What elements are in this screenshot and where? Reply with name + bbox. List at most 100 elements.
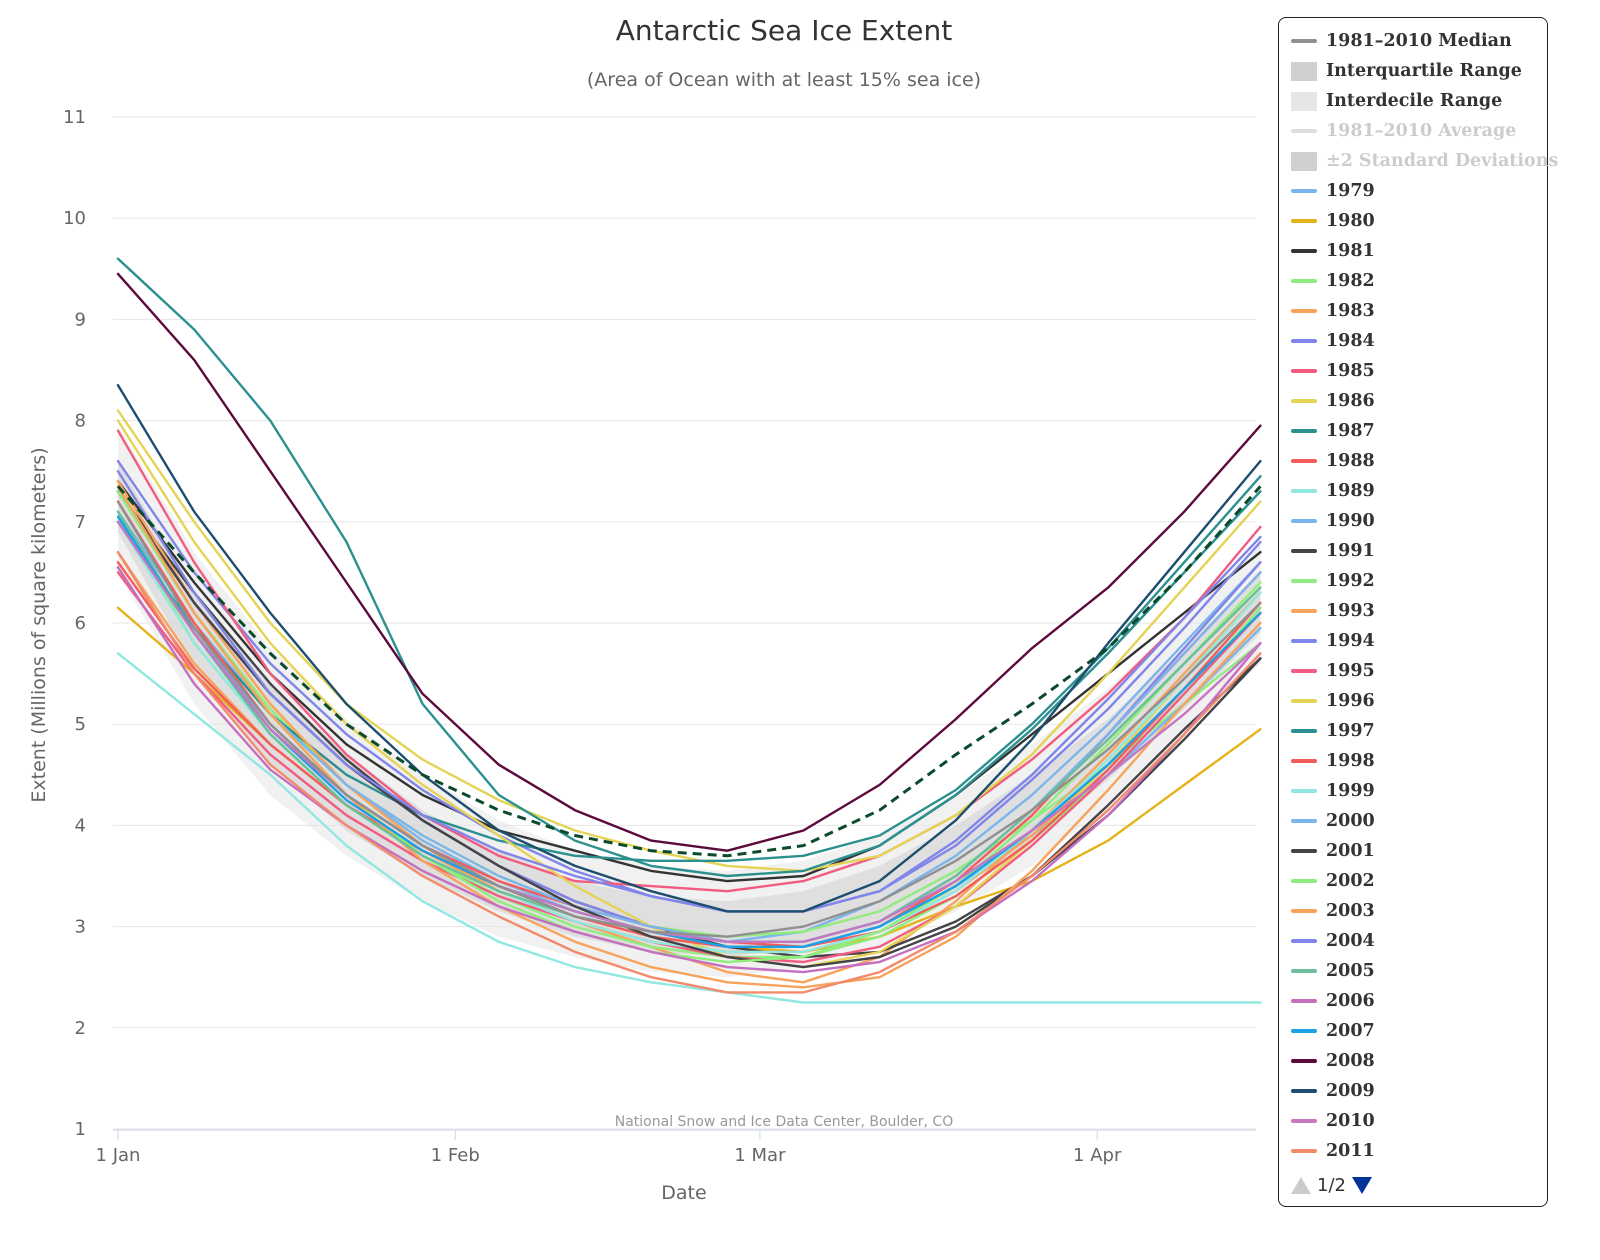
legend-item-1980[interactable]: 1980 — [1291, 206, 1547, 236]
x-axis-ticks: 1 Jan 1 Feb 1 Mar 1 Apr — [96, 1130, 1122, 1166]
legend-swatch-1984 — [1291, 339, 1317, 343]
legend-item-1991[interactable]: 1991 — [1291, 536, 1547, 566]
series-line-2011 — [116, 551, 1262, 994]
legend-label-2005: 2005 — [1326, 961, 1375, 981]
legend-item-1992[interactable]: 1992 — [1291, 566, 1547, 596]
legend-swatch-1980 — [1291, 219, 1317, 223]
legend-label-2007: 2007 — [1326, 1021, 1375, 1041]
legend-item-1981[interactable]: 1981 — [1291, 236, 1547, 266]
series-line-2003 — [116, 485, 1262, 989]
legend-item-2009[interactable]: 2009 — [1291, 1076, 1547, 1106]
chart-subtitle: (Area of Ocean with at least 15% sea ice… — [587, 69, 981, 91]
legend-label-2011: 2011 — [1326, 1141, 1375, 1161]
series-line-1981 — [116, 480, 1262, 883]
legend-item-average[interactable]: 1981–2010 Average — [1291, 116, 1547, 146]
legend-item-2008[interactable]: 2008 — [1291, 1046, 1547, 1076]
legend-item-1995[interactable]: 1995 — [1291, 656, 1547, 686]
legend-item-2000[interactable]: 2000 — [1291, 806, 1547, 836]
current-year-line — [116, 485, 1262, 858]
legend-label-1983: 1983 — [1326, 301, 1375, 321]
y-axis-title: Extent (Millions of square kilometers) — [28, 447, 50, 802]
y-tick-label: 5 — [75, 714, 86, 735]
legend-label-1992: 1992 — [1326, 571, 1375, 591]
legend-item-2011[interactable]: 2011 — [1291, 1136, 1547, 1166]
y-tick-label: 7 — [75, 512, 86, 533]
x-tick-label: 1 Mar — [734, 1145, 786, 1166]
series-line-2007 — [116, 515, 1262, 948]
legend-item-2004[interactable]: 2004 — [1291, 926, 1547, 956]
legend-swatch-1992 — [1291, 579, 1317, 583]
y-tick-label: 11 — [63, 107, 86, 128]
page-down-icon[interactable] — [1351, 1177, 1372, 1194]
legend-item-1990[interactable]: 1990 — [1291, 506, 1547, 536]
series-line-1986 — [116, 409, 1262, 873]
legend-swatch-2008 — [1291, 1059, 1317, 1063]
interdecile-swatch — [1291, 91, 1317, 111]
legend-item-1998[interactable]: 1998 — [1291, 746, 1547, 776]
legend-item-median[interactable]: 1981–2010 Median — [1291, 26, 1547, 56]
legend-swatch-2001 — [1291, 849, 1317, 853]
legend-label-median: 1981–2010 Median — [1326, 31, 1512, 51]
legend-year-list: 1979 1980 1981 1982 1983 1984 1985 1986 1987 1988… — [1291, 176, 1547, 1166]
legend-label-1982: 1982 — [1326, 271, 1375, 291]
legend-swatch-1987 — [1291, 429, 1317, 433]
legend-label-interquartile: Interquartile Range — [1326, 61, 1522, 81]
legend-item-2005[interactable]: 2005 — [1291, 956, 1547, 986]
legend-swatch-2009 — [1291, 1089, 1317, 1093]
legend-item-1987[interactable]: 1987 — [1291, 416, 1547, 446]
legend-swatch-1998 — [1291, 759, 1317, 763]
legend-item-stddev[interactable]: ±2 Standard Deviations — [1291, 146, 1558, 176]
legend-item-1985[interactable]: 1985 — [1291, 356, 1547, 386]
legend-item-1996[interactable]: 1996 — [1291, 686, 1547, 716]
chart-credit: National Snow and Ice Data Center, Bould… — [615, 1114, 953, 1130]
legend-swatch-1990 — [1291, 519, 1317, 523]
legend-item-1994[interactable]: 1994 — [1291, 626, 1547, 656]
legend-swatch-1981 — [1291, 249, 1317, 253]
legend-item-2001[interactable]: 2001 — [1291, 836, 1547, 866]
y-tick-label: 8 — [75, 411, 86, 432]
legend-label-1989: 1989 — [1326, 481, 1375, 501]
legend-label-1993: 1993 — [1326, 601, 1375, 621]
legend-swatch-2010 — [1291, 1119, 1317, 1123]
legend-item-1984[interactable]: 1984 — [1291, 326, 1547, 356]
legend-item-1999[interactable]: 1999 — [1291, 776, 1547, 806]
legend-label-1990: 1990 — [1326, 511, 1375, 531]
legend-swatch-1997 — [1291, 729, 1317, 733]
legend-label-1980: 1980 — [1326, 211, 1375, 231]
legend-item-interquartile[interactable]: Interquartile Range — [1291, 56, 1547, 86]
y-axis-ticks: 1 2 3 4 5 6 7 8 9 10 11 — [63, 107, 86, 1140]
legend-item-1993[interactable]: 1993 — [1291, 596, 1547, 626]
legend-item-2006[interactable]: 2006 — [1291, 986, 1547, 1016]
legend-item-2003[interactable]: 2003 — [1291, 896, 1547, 926]
gridlines — [113, 116, 1256, 1131]
legend-item-1988[interactable]: 1988 — [1291, 446, 1547, 476]
legend-item-1989[interactable]: 1989 — [1291, 476, 1547, 506]
series-line-2006 — [116, 566, 1262, 974]
legend-item-1986[interactable]: 1986 — [1291, 386, 1547, 416]
legend-item-1979[interactable]: 1979 — [1291, 176, 1547, 206]
x-axis-title: Date — [661, 1182, 706, 1204]
legend-item-1997[interactable]: 1997 — [1291, 716, 1547, 746]
legend-swatch-2007 — [1291, 1029, 1317, 1033]
page-up-icon[interactable] — [1291, 1177, 1311, 1194]
legend-item-2002[interactable]: 2002 — [1291, 866, 1547, 896]
current-year-line-group — [116, 485, 1262, 858]
legend-item-2007[interactable]: 2007 — [1291, 1016, 1547, 1046]
legend-item-1983[interactable]: 1983 — [1291, 296, 1547, 326]
legend-swatch-1983 — [1291, 309, 1317, 313]
legend: 1981–2010 Median Interquartile Range Int… — [1278, 17, 1558, 1207]
legend-page-text: 1/2 — [1317, 1175, 1346, 1196]
legend-item-2010[interactable]: 2010 — [1291, 1106, 1547, 1136]
legend-item-1982[interactable]: 1982 — [1291, 266, 1547, 296]
legend-item-interdecile[interactable]: Interdecile Range — [1291, 86, 1547, 116]
x-tick-label: 1 Jan — [96, 1145, 141, 1166]
legend-label-2003: 2003 — [1326, 901, 1375, 921]
series-line-2009 — [116, 384, 1262, 913]
chart-area: Antarctic Sea Ice Extent (Area of Ocean … — [28, 14, 1262, 1204]
legend-swatch-2005 — [1291, 969, 1317, 973]
interquartile-swatch — [1291, 61, 1317, 81]
x-tick-label: 1 Apr — [1073, 1145, 1122, 1166]
legend-label-1994: 1994 — [1326, 631, 1375, 651]
legend-label-1995: 1995 — [1326, 661, 1375, 681]
y-tick-label: 9 — [75, 309, 86, 330]
